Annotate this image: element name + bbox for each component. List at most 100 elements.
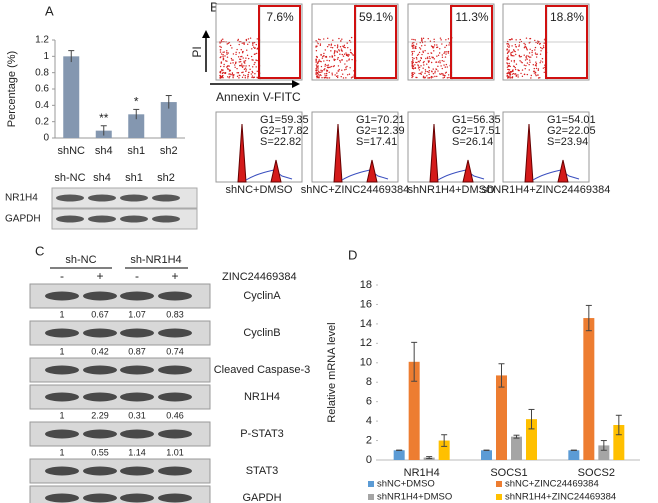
- quantification: 0.74: [166, 346, 184, 356]
- quantification: 1.14: [128, 447, 146, 457]
- dot: [221, 72, 224, 75]
- dot: [222, 38, 224, 40]
- dot: [223, 72, 226, 74]
- dot: [345, 52, 347, 54]
- dot: [323, 68, 325, 71]
- dot: [446, 77, 449, 79]
- significance: *: [134, 95, 139, 109]
- dot: [219, 65, 222, 68]
- quantification: 0.46: [166, 410, 184, 420]
- g2-peak: [557, 159, 569, 183]
- y-tick-label: 0.6: [35, 84, 49, 95]
- dot: [535, 74, 537, 77]
- band: [45, 429, 79, 439]
- dot: [256, 76, 258, 78]
- dot: [255, 43, 257, 46]
- bar: [526, 419, 537, 460]
- dot: [251, 76, 253, 79]
- dot: [529, 37, 532, 40]
- dot: [422, 50, 424, 52]
- dot: [528, 52, 531, 54]
- dot: [441, 67, 443, 70]
- dot: [422, 37, 425, 40]
- dot: [322, 55, 324, 58]
- dot: [543, 42, 545, 44]
- dot: [328, 66, 330, 68]
- dot: [510, 60, 513, 62]
- dot: [320, 54, 322, 56]
- dot: [250, 73, 253, 75]
- dot: [427, 37, 429, 40]
- dot: [525, 37, 528, 39]
- band: [120, 466, 154, 476]
- dot: [416, 54, 419, 56]
- dot: [411, 73, 413, 75]
- dot: [228, 41, 231, 44]
- panel-label: D: [348, 247, 357, 262]
- cell-cycle-value: G1=59.35: [260, 114, 309, 126]
- band: [120, 493, 154, 503]
- y-tick-label: 0.2: [35, 116, 49, 127]
- g1-peak: [333, 123, 343, 183]
- dot: [510, 51, 512, 54]
- dot: [317, 62, 319, 64]
- dot: [443, 76, 446, 79]
- dot: [508, 46, 510, 49]
- y-tick-label: 0: [366, 454, 372, 466]
- x-tick-label: shNC: [57, 145, 85, 157]
- dot: [542, 45, 545, 47]
- x-tick-label: sh2: [160, 145, 178, 157]
- dot: [523, 42, 525, 45]
- dot: [253, 41, 256, 44]
- dot: [236, 67, 238, 70]
- cell-cycle-value: S=26.14: [452, 136, 493, 148]
- dot: [236, 75, 239, 78]
- x-tick-label: sh1: [127, 145, 145, 157]
- dot: [350, 36, 353, 39]
- dot: [336, 45, 339, 47]
- dot: [520, 61, 522, 63]
- group-label: sh-NC: [65, 254, 96, 266]
- dot: [315, 46, 317, 48]
- dot: [328, 44, 330, 46]
- dot: [530, 56, 532, 58]
- dot: [219, 49, 222, 51]
- dot: [226, 43, 228, 45]
- dot: [411, 64, 413, 67]
- dot: [511, 51, 514, 53]
- dot: [228, 65, 230, 67]
- legend-swatch: [496, 494, 502, 500]
- dot: [341, 38, 343, 40]
- dot: [340, 75, 342, 78]
- dot: [435, 61, 438, 63]
- dot: [231, 73, 234, 75]
- band: [45, 328, 79, 338]
- dot: [346, 65, 348, 68]
- dot: [530, 74, 532, 77]
- dot: [412, 66, 415, 68]
- dot: [346, 42, 348, 44]
- dot: [225, 60, 227, 62]
- dot: [323, 52, 325, 55]
- dot: [350, 52, 352, 54]
- dot: [431, 56, 433, 58]
- dot: [243, 41, 245, 44]
- dot: [532, 64, 534, 66]
- dot: [328, 60, 331, 62]
- dot: [509, 39, 512, 41]
- band: [56, 215, 84, 223]
- dot: [331, 72, 333, 74]
- dot: [234, 66, 236, 68]
- dot: [340, 48, 343, 50]
- dot: [246, 49, 248, 51]
- dot: [333, 65, 336, 67]
- significance: **: [99, 111, 109, 125]
- dot: [419, 59, 422, 62]
- dot: [411, 44, 413, 46]
- dot: [320, 69, 322, 72]
- quantification: 1: [59, 410, 64, 420]
- dot: [341, 73, 344, 75]
- dot: [430, 52, 432, 54]
- dot: [324, 76, 327, 79]
- dot: [342, 77, 345, 79]
